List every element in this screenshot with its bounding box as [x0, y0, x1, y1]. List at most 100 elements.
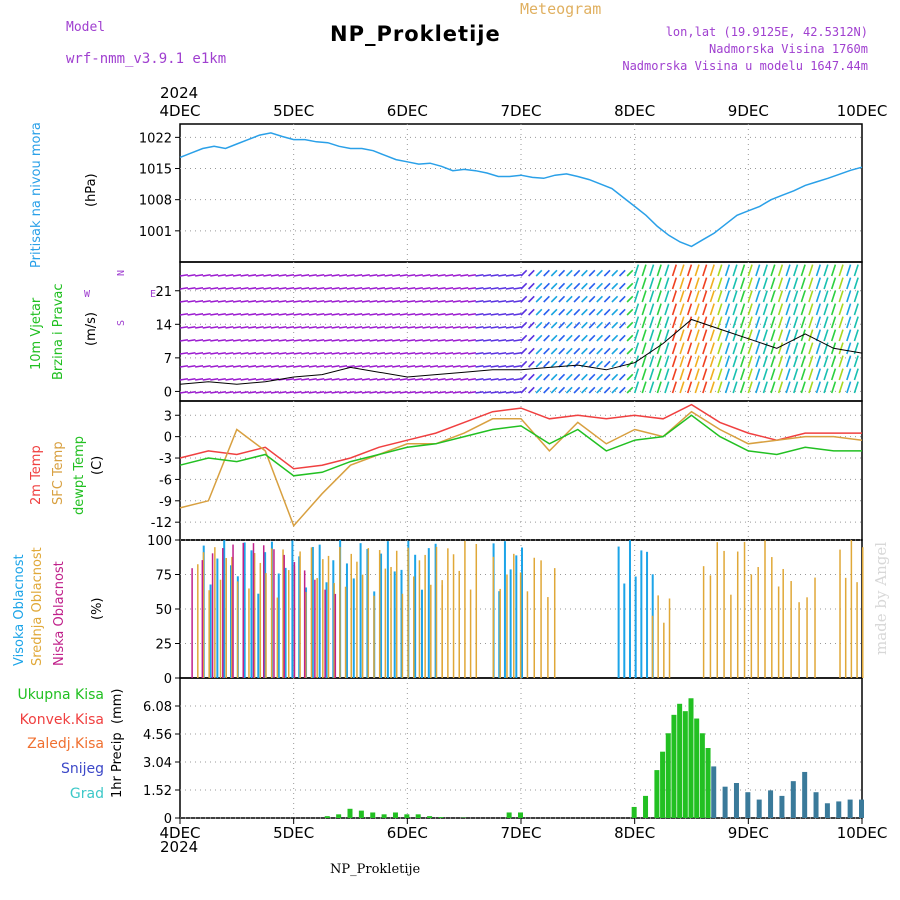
model-label: Model: [66, 20, 106, 35]
cloud-bar: [276, 597, 279, 678]
wind-barb: [376, 273, 386, 277]
wind-barb: [490, 325, 499, 329]
wind-barb: [777, 264, 784, 277]
wind-barb: [429, 325, 439, 329]
wind-barb: [331, 338, 340, 342]
wind-barb: [482, 338, 492, 342]
wind-barb: [846, 381, 852, 394]
wind-barb: [565, 308, 573, 316]
cloud-bar: [361, 574, 364, 678]
wind-barb: [369, 390, 378, 394]
cloud-bar: [492, 556, 495, 678]
wind-barb: [702, 342, 708, 355]
wind-barb: [573, 282, 581, 290]
wind-barb: [187, 299, 196, 303]
cloud-bar: [327, 555, 330, 678]
cloud-bar: [270, 548, 273, 678]
wind-barb: [603, 373, 611, 381]
cloud-bar: [216, 558, 219, 678]
precip-bar: [392, 812, 398, 818]
wind-barb: [346, 312, 355, 316]
wind-barb: [709, 342, 715, 355]
wind-barb: [724, 381, 731, 394]
precip-bar: [631, 806, 637, 818]
wind-barb: [565, 334, 573, 342]
y-tick-label: -6: [159, 473, 172, 488]
wind-barb: [316, 351, 325, 355]
wind-barb: [263, 312, 272, 316]
wind-barb: [384, 299, 393, 303]
wind-barb: [611, 386, 619, 394]
cloud-bar: [862, 547, 864, 678]
cloud-bar: [191, 568, 193, 678]
y-tick-label: 4.56: [143, 728, 172, 743]
wind-barb: [777, 355, 784, 368]
wind-barb: [588, 360, 596, 368]
wind-barb: [407, 299, 416, 303]
wind-barb: [732, 277, 738, 290]
wind-barb: [467, 364, 476, 368]
temp-ylabel-2m: 2m Temp: [29, 445, 44, 505]
wind-barb: [618, 282, 626, 290]
wind-barb: [664, 329, 670, 342]
wind-barb: [603, 295, 611, 303]
wind-barb: [346, 377, 355, 381]
cloud-bar: [252, 543, 255, 678]
wind-barb: [248, 364, 257, 368]
wind-barb: [808, 277, 814, 290]
wind-barb: [596, 295, 604, 303]
wind-barb: [717, 277, 723, 290]
wind-barb: [755, 264, 761, 277]
wind-barb: [399, 299, 408, 303]
wind-barb: [240, 312, 249, 316]
wind-barb: [308, 312, 317, 316]
wind-barb: [346, 299, 355, 303]
wind-barb: [460, 312, 469, 316]
wind-barb: [709, 368, 715, 381]
y-tick-label: 1015: [139, 163, 172, 178]
cloud-bar: [236, 581, 239, 678]
cloud-bar: [464, 540, 466, 678]
wind-barb: [490, 390, 499, 394]
cloud-bar: [547, 597, 549, 678]
wind-barb: [686, 290, 693, 303]
wind-barb: [785, 277, 791, 290]
precip-bar: [733, 783, 739, 818]
wind-barb: [671, 342, 678, 355]
wind-barb: [414, 273, 423, 277]
wind-barb: [293, 351, 302, 355]
wind-barb: [823, 355, 829, 368]
wind-barb: [709, 355, 715, 368]
wind-barb: [248, 390, 257, 394]
wind-barb: [626, 373, 634, 381]
time-label-top: 5DEC: [273, 102, 314, 120]
wind-barb: [293, 273, 302, 277]
wind-barb: [785, 368, 791, 381]
cloud-bar: [513, 553, 515, 678]
wind-barb: [339, 325, 348, 329]
wind-barb: [513, 377, 522, 381]
wind-barb: [717, 264, 723, 277]
wind-barb: [641, 368, 647, 381]
wind-barb: [422, 390, 431, 394]
wind-barb: [694, 290, 700, 303]
wind-barb: [558, 282, 566, 290]
wind-barb: [717, 329, 723, 342]
wind-barb: [679, 277, 685, 290]
wind-barb: [739, 368, 746, 381]
wind-barb: [263, 351, 272, 355]
wind-barb: [210, 312, 219, 316]
wind-barb: [323, 364, 333, 368]
wind-barb: [550, 360, 558, 368]
wind-barb: [694, 277, 700, 290]
wind-barb: [285, 299, 295, 303]
wind-barb: [770, 355, 776, 368]
wind-barb: [376, 312, 386, 316]
wind-barb: [588, 347, 596, 355]
wind-barb: [323, 286, 333, 290]
wind-barb: [210, 351, 219, 355]
wind-barb: [770, 368, 776, 381]
wind-barb: [308, 325, 317, 329]
wind-barb: [762, 368, 768, 381]
wind-barb: [240, 390, 249, 394]
